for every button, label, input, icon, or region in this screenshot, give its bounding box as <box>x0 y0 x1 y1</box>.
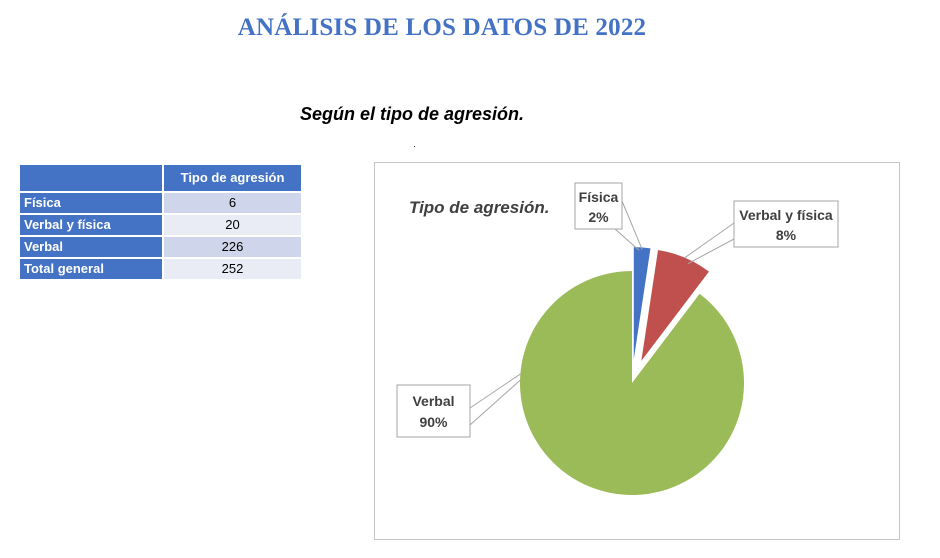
leader-line-verbal-y-fisica <box>684 222 735 259</box>
page-subtitle: Según el tipo de agresión. <box>300 104 525 124</box>
chart-title: Tipo de agresión. <box>409 198 549 217</box>
table-row: Verbal 226 <box>20 237 301 257</box>
data-table: Tipo de agresión Física 6 Verbal y físic… <box>18 163 303 281</box>
table-row-label: Verbal <box>20 237 162 257</box>
leader-line-verbal-y-fisica <box>687 238 735 265</box>
leader-line-fisica <box>614 228 640 251</box>
data-label-box <box>574 182 623 230</box>
table-cell-value: 6 <box>164 193 301 213</box>
page-title: ANÁLISIS DE LOS DATOS DE 2022 <box>237 14 647 41</box>
data-label-category: Física <box>579 189 619 205</box>
table-cell-value: 226 <box>164 237 301 257</box>
pie-slices <box>520 247 745 495</box>
table-row: Verbal y física 20 <box>20 215 301 235</box>
table-header-row: Tipo de agresión <box>20 165 301 191</box>
leader-line-verbal <box>469 373 521 409</box>
pie-slice-verbal-y-fisica <box>641 250 709 361</box>
data-label-percent: 90% <box>419 414 448 430</box>
data-label-percent: 8% <box>776 227 797 243</box>
pie-chart-frame: Tipo de agresión. Física 2% Verbal y fís… <box>374 162 900 540</box>
table-corner-cell <box>20 165 162 191</box>
table-row-label: Total general <box>20 259 162 279</box>
table-cell-value: 20 <box>164 215 301 235</box>
leader-line-fisica <box>621 200 643 250</box>
stray-dot <box>414 146 415 147</box>
pie-slice-fisica <box>633 247 651 360</box>
data-label-box <box>396 384 471 438</box>
data-label-category: Verbal y física <box>739 207 833 223</box>
label-leader-lines <box>469 200 735 426</box>
table-column-header: Tipo de agresión <box>164 165 301 191</box>
data-label-verbal-y-fisica: Verbal y física 8% <box>733 200 839 248</box>
table-row: Física 6 <box>20 193 301 213</box>
data-label-percent: 2% <box>588 209 609 225</box>
pie-slice-verbal <box>520 271 745 495</box>
data-label-box <box>733 200 839 248</box>
table-row-label: Física <box>20 193 162 213</box>
data-label-category: Verbal <box>412 393 454 409</box>
table-row-label: Verbal y física <box>20 215 162 235</box>
table-cell-value: 252 <box>164 259 301 279</box>
leader-line-verbal <box>469 379 521 426</box>
pie-chart: Tipo de agresión. Física 2% Verbal y fís… <box>396 182 839 495</box>
data-label-fisica: Física 2% <box>574 182 623 230</box>
table-row: Total general 252 <box>20 259 301 279</box>
data-label-verbal: Verbal 90% <box>396 384 471 438</box>
